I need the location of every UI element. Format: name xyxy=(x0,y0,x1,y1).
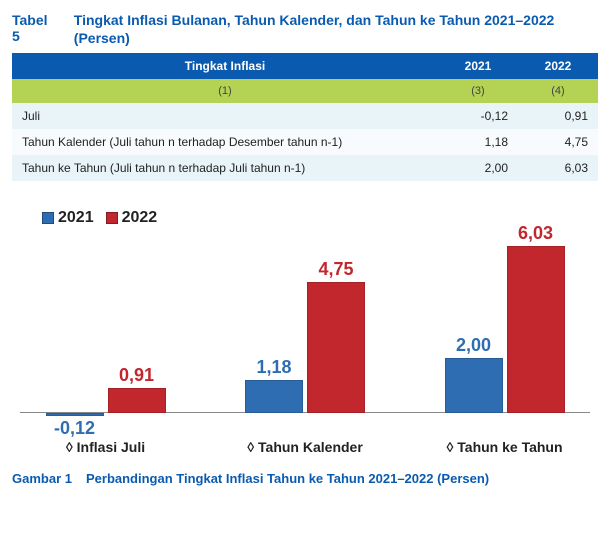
table-header-2021: 2021 xyxy=(438,53,518,79)
legend-swatch-2021 xyxy=(42,212,54,224)
row-val-2021: 1,18 xyxy=(438,129,518,155)
chart-bar-value-label: 4,75 xyxy=(318,259,353,280)
chart-bar-y2: 4,75 xyxy=(307,282,365,414)
chart-bar-y2: 0,91 xyxy=(108,388,166,413)
inflation-table: Tingkat Inflasi 2021 2022 (1) (3) (4) Ju… xyxy=(12,53,598,181)
chart-plot-area: -0,120,911,184,752,006,03 xyxy=(20,233,590,427)
row-label: Tahun Kalender (Juli tahun n terhadap De… xyxy=(12,129,438,155)
row-val-2021: -0,12 xyxy=(438,103,518,129)
chart-category-labels: ◊ Inflasi Juli ◊ Tahun Kalender ◊ Tahun ke… xyxy=(20,433,590,463)
legend-swatch-2022 xyxy=(106,212,118,224)
chart-section: 2021 2022 -0,120,911,184,752,006,03 ◊ In… xyxy=(12,209,598,463)
row-val-2022: 4,75 xyxy=(518,129,598,155)
chart-category-label: ◊ Inflasi Juli xyxy=(66,439,145,455)
table-header-main: Tingkat Inflasi xyxy=(12,53,438,79)
table-number: Tabel 5 xyxy=(12,12,58,47)
chart-bar-y1: 1,18 xyxy=(245,380,303,413)
row-label: Juli xyxy=(12,103,438,129)
legend-label-2021: 2021 xyxy=(58,209,94,227)
chart-category-label: ◊ Tahun ke Tahun xyxy=(446,439,562,455)
chart-bar-value-label: 6,03 xyxy=(518,223,553,244)
chart-bar-value-label: 0,91 xyxy=(119,365,154,386)
chart-bar-y1: 2,00 xyxy=(445,358,503,413)
legend-item-2021: 2021 xyxy=(42,209,94,227)
chart-bar-value-label: 2,00 xyxy=(456,335,491,356)
table-subheader-3: (3) xyxy=(438,79,518,103)
row-val-2021: 2,00 xyxy=(438,155,518,181)
bar-chart: -0,120,911,184,752,006,03 ◊ Inflasi Juli… xyxy=(12,233,598,463)
table-title-row: Tabel 5 Tingkat Inflasi Bulanan, Tahun K… xyxy=(12,12,598,47)
table-subheader-1: (1) xyxy=(12,79,438,103)
chart-bar-y1: -0,12 xyxy=(46,413,104,416)
table-header-2022: 2022 xyxy=(518,53,598,79)
row-label: Tahun ke Tahun (Juli tahun n terhadap Ju… xyxy=(12,155,438,181)
chart-bar-value-label: 1,18 xyxy=(256,357,291,378)
table-row: Tahun ke Tahun (Juli tahun n terhadap Ju… xyxy=(12,155,598,181)
row-val-2022: 6,03 xyxy=(518,155,598,181)
figure-number: Gambar 1 xyxy=(12,471,72,486)
chart-baseline xyxy=(20,412,590,413)
table-row: Juli -0,12 0,91 xyxy=(12,103,598,129)
table-subheader-4: (4) xyxy=(518,79,598,103)
legend-item-2022: 2022 xyxy=(106,209,158,227)
chart-legend: 2021 2022 xyxy=(42,209,598,227)
chart-category-label: ◊ Tahun Kalender xyxy=(247,439,363,455)
table-subheader-row: (1) (3) (4) xyxy=(12,79,598,103)
table-header-row: Tingkat Inflasi 2021 2022 xyxy=(12,53,598,79)
table-row: Tahun Kalender (Juli tahun n terhadap De… xyxy=(12,129,598,155)
figure-title: Perbandingan Tingkat Inflasi Tahun ke Ta… xyxy=(86,471,489,486)
chart-bar-y2: 6,03 xyxy=(507,246,565,413)
row-val-2022: 0,91 xyxy=(518,103,598,129)
table-title: Tingkat Inflasi Bulanan, Tahun Kalender,… xyxy=(74,12,598,47)
figure-title-row: Gambar 1 Perbandingan Tingkat Inflasi Ta… xyxy=(12,471,598,486)
legend-label-2022: 2022 xyxy=(122,209,158,227)
